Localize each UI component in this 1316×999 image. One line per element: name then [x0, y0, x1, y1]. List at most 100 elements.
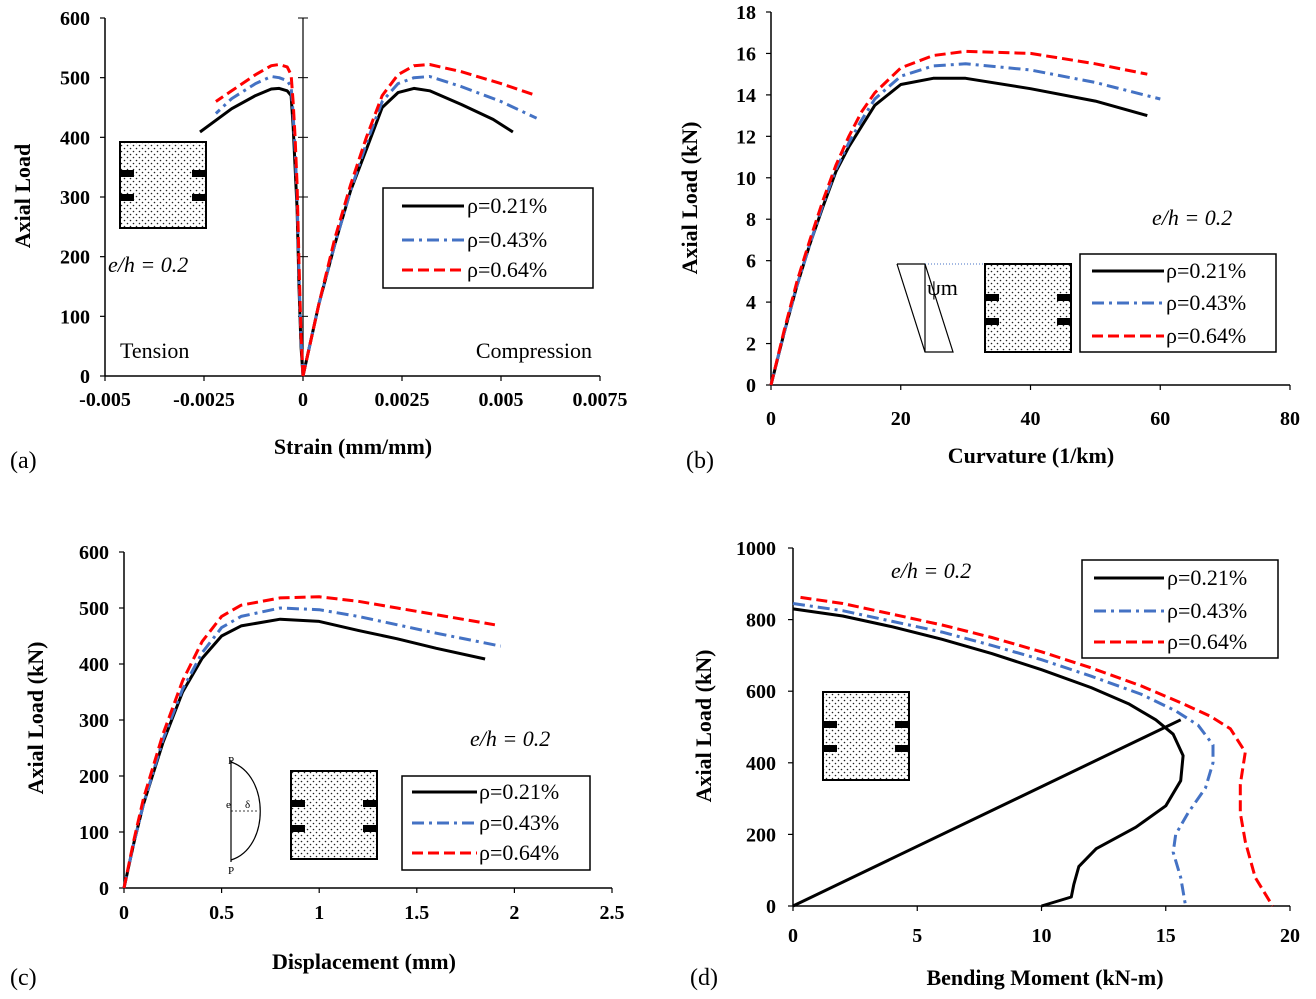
legend-label-2: ρ=0.43%	[479, 810, 559, 835]
load-path-line	[792, 718, 1182, 908]
y-tick-label: 500	[79, 598, 109, 620]
x-tick-label: 80	[1280, 408, 1300, 430]
x-tick-label: 5	[912, 925, 922, 947]
annotation-eh-c: e/h = 0.2	[470, 726, 550, 751]
x-tick-label: 0	[788, 925, 798, 947]
y-tick-label: 100	[60, 306, 90, 328]
y-tick-label: 16	[736, 43, 756, 65]
x-tick-label: 40	[1021, 408, 1041, 430]
y-tick-label: 12	[736, 126, 756, 148]
series-line-2	[122, 606, 501, 889]
load-p-bottom: P	[228, 865, 234, 877]
x-axis-label-d: Bending Moment (kN-m)	[926, 965, 1163, 990]
legend-label-2: ρ=0.43%	[467, 227, 547, 252]
x-tick-label: -0.005	[79, 389, 131, 411]
y-tick-label: 6	[746, 251, 756, 273]
series-line-3	[769, 49, 1148, 386]
x-tick-label: 0.5	[209, 902, 234, 924]
legend-b: ρ=0.21% ρ=0.43% ρ=0.64%	[1079, 253, 1277, 353]
deflection-delta: δ	[245, 799, 250, 811]
eccentricity-e: e	[226, 799, 231, 811]
series-line-1	[792, 607, 1185, 908]
y-tick-label: 10	[736, 168, 756, 190]
y-tick-label: 2	[746, 334, 756, 356]
series-line-2	[792, 602, 1215, 907]
y-tick-label: 600	[60, 8, 90, 30]
legend-label-3: ρ=0.64%	[1166, 323, 1246, 348]
x-tick-label: 0	[119, 902, 129, 924]
y-tick-label: 18	[736, 2, 756, 24]
series-line-2-compression	[301, 75, 538, 377]
y-tick-label: 300	[60, 187, 90, 209]
panel-label-d: (d)	[690, 965, 718, 991]
annotation-eh-a: e/h = 0.2	[108, 252, 188, 277]
x-tick-label: 0.005	[479, 389, 524, 411]
y-tick-label: 0	[80, 366, 90, 388]
series-line-3	[122, 595, 496, 889]
x-tick-label: 15	[1156, 925, 1176, 947]
x-axis-label-c: Displacement (mm)	[272, 949, 456, 974]
x-tick-label: 20	[1280, 925, 1300, 947]
y-tick-label: 200	[746, 824, 776, 846]
annotation-tension: Tension	[120, 338, 189, 363]
y-tick-label: 0	[766, 896, 776, 918]
panel-label-a: (a)	[10, 448, 37, 474]
x-tick-label: 1	[314, 902, 324, 924]
panel-label-b: (b)	[686, 448, 714, 474]
cross-section-icon	[290, 770, 378, 860]
chart-c: (c) Displacement (mm) Axial Load (kN) e/…	[10, 542, 625, 991]
y-axis-label-c: Axial Load (kN)	[23, 642, 48, 795]
series-line-3	[800, 595, 1274, 907]
x-tick-label: 10	[1032, 925, 1052, 947]
chart-d: (d) Bending Moment (kN-m) Axial Load (kN…	[690, 538, 1300, 991]
x-tick-label: 1.5	[404, 902, 429, 924]
series-line-3-tension	[215, 63, 305, 377]
x-tick-label: 2.5	[600, 902, 625, 924]
y-axis-label-d: Axial Load (kN)	[691, 650, 716, 803]
y-tick-label: 1000	[736, 538, 776, 560]
legend-label-1: ρ=0.21%	[467, 193, 547, 218]
series-line-1-compression	[301, 86, 514, 377]
y-tick-label: 600	[79, 542, 109, 564]
y-tick-label: 300	[79, 710, 109, 732]
annotation-eh-d: e/h = 0.2	[891, 558, 971, 583]
annotation-eh-b: e/h = 0.2	[1152, 205, 1232, 230]
legend-a: ρ=0.21% ρ=0.43% ρ=0.64%	[382, 187, 594, 289]
annotation-compression: Compression	[476, 338, 592, 363]
y-tick-label: 800	[746, 610, 776, 632]
series-line-3-compression	[301, 63, 538, 377]
y-tick-label: 600	[746, 681, 776, 703]
load-p-top: P	[228, 755, 234, 767]
legend-label-1: ρ=0.21%	[1167, 565, 1247, 590]
y-tick-label: 8	[746, 209, 756, 231]
x-axis-label-b: Curvature (1/km)	[948, 443, 1114, 468]
legend-label-2: ρ=0.43%	[1167, 598, 1247, 623]
y-tick-label: 14	[736, 85, 756, 107]
legend-label-1: ρ=0.21%	[479, 779, 559, 804]
y-tick-label: 4	[746, 292, 756, 314]
panel-label-c: (c)	[10, 965, 37, 991]
x-tick-label: 0	[766, 408, 776, 430]
series-line-1-tension	[199, 86, 305, 377]
cross-section-icon	[822, 691, 910, 781]
y-tick-label: 0	[99, 878, 109, 900]
legend-label-3: ρ=0.64%	[467, 257, 547, 282]
chart-a: (a) Strain (mm/mm) Axial Load Tension Co…	[10, 8, 628, 474]
legend-label-2: ρ=0.43%	[1166, 290, 1246, 315]
x-tick-label: 0.0025	[375, 389, 430, 411]
x-tick-label: 20	[891, 408, 911, 430]
cross-section-icon	[119, 141, 207, 229]
x-tick-label: 2	[509, 902, 519, 924]
series-line-2-tension	[214, 75, 305, 377]
legend-label-1: ρ=0.21%	[1166, 258, 1246, 283]
y-tick-label: 200	[79, 766, 109, 788]
x-tick-label: 0.0075	[573, 389, 628, 411]
y-tick-label: 200	[60, 247, 90, 269]
curvature-diagram: ψm	[896, 263, 985, 353]
y-tick-label: 400	[79, 654, 109, 676]
column-diagram: P e δ P	[226, 755, 261, 877]
series-line-1	[122, 617, 486, 889]
psi-symbol: ψm	[927, 275, 958, 300]
legend-label-3: ρ=0.64%	[1167, 629, 1247, 654]
